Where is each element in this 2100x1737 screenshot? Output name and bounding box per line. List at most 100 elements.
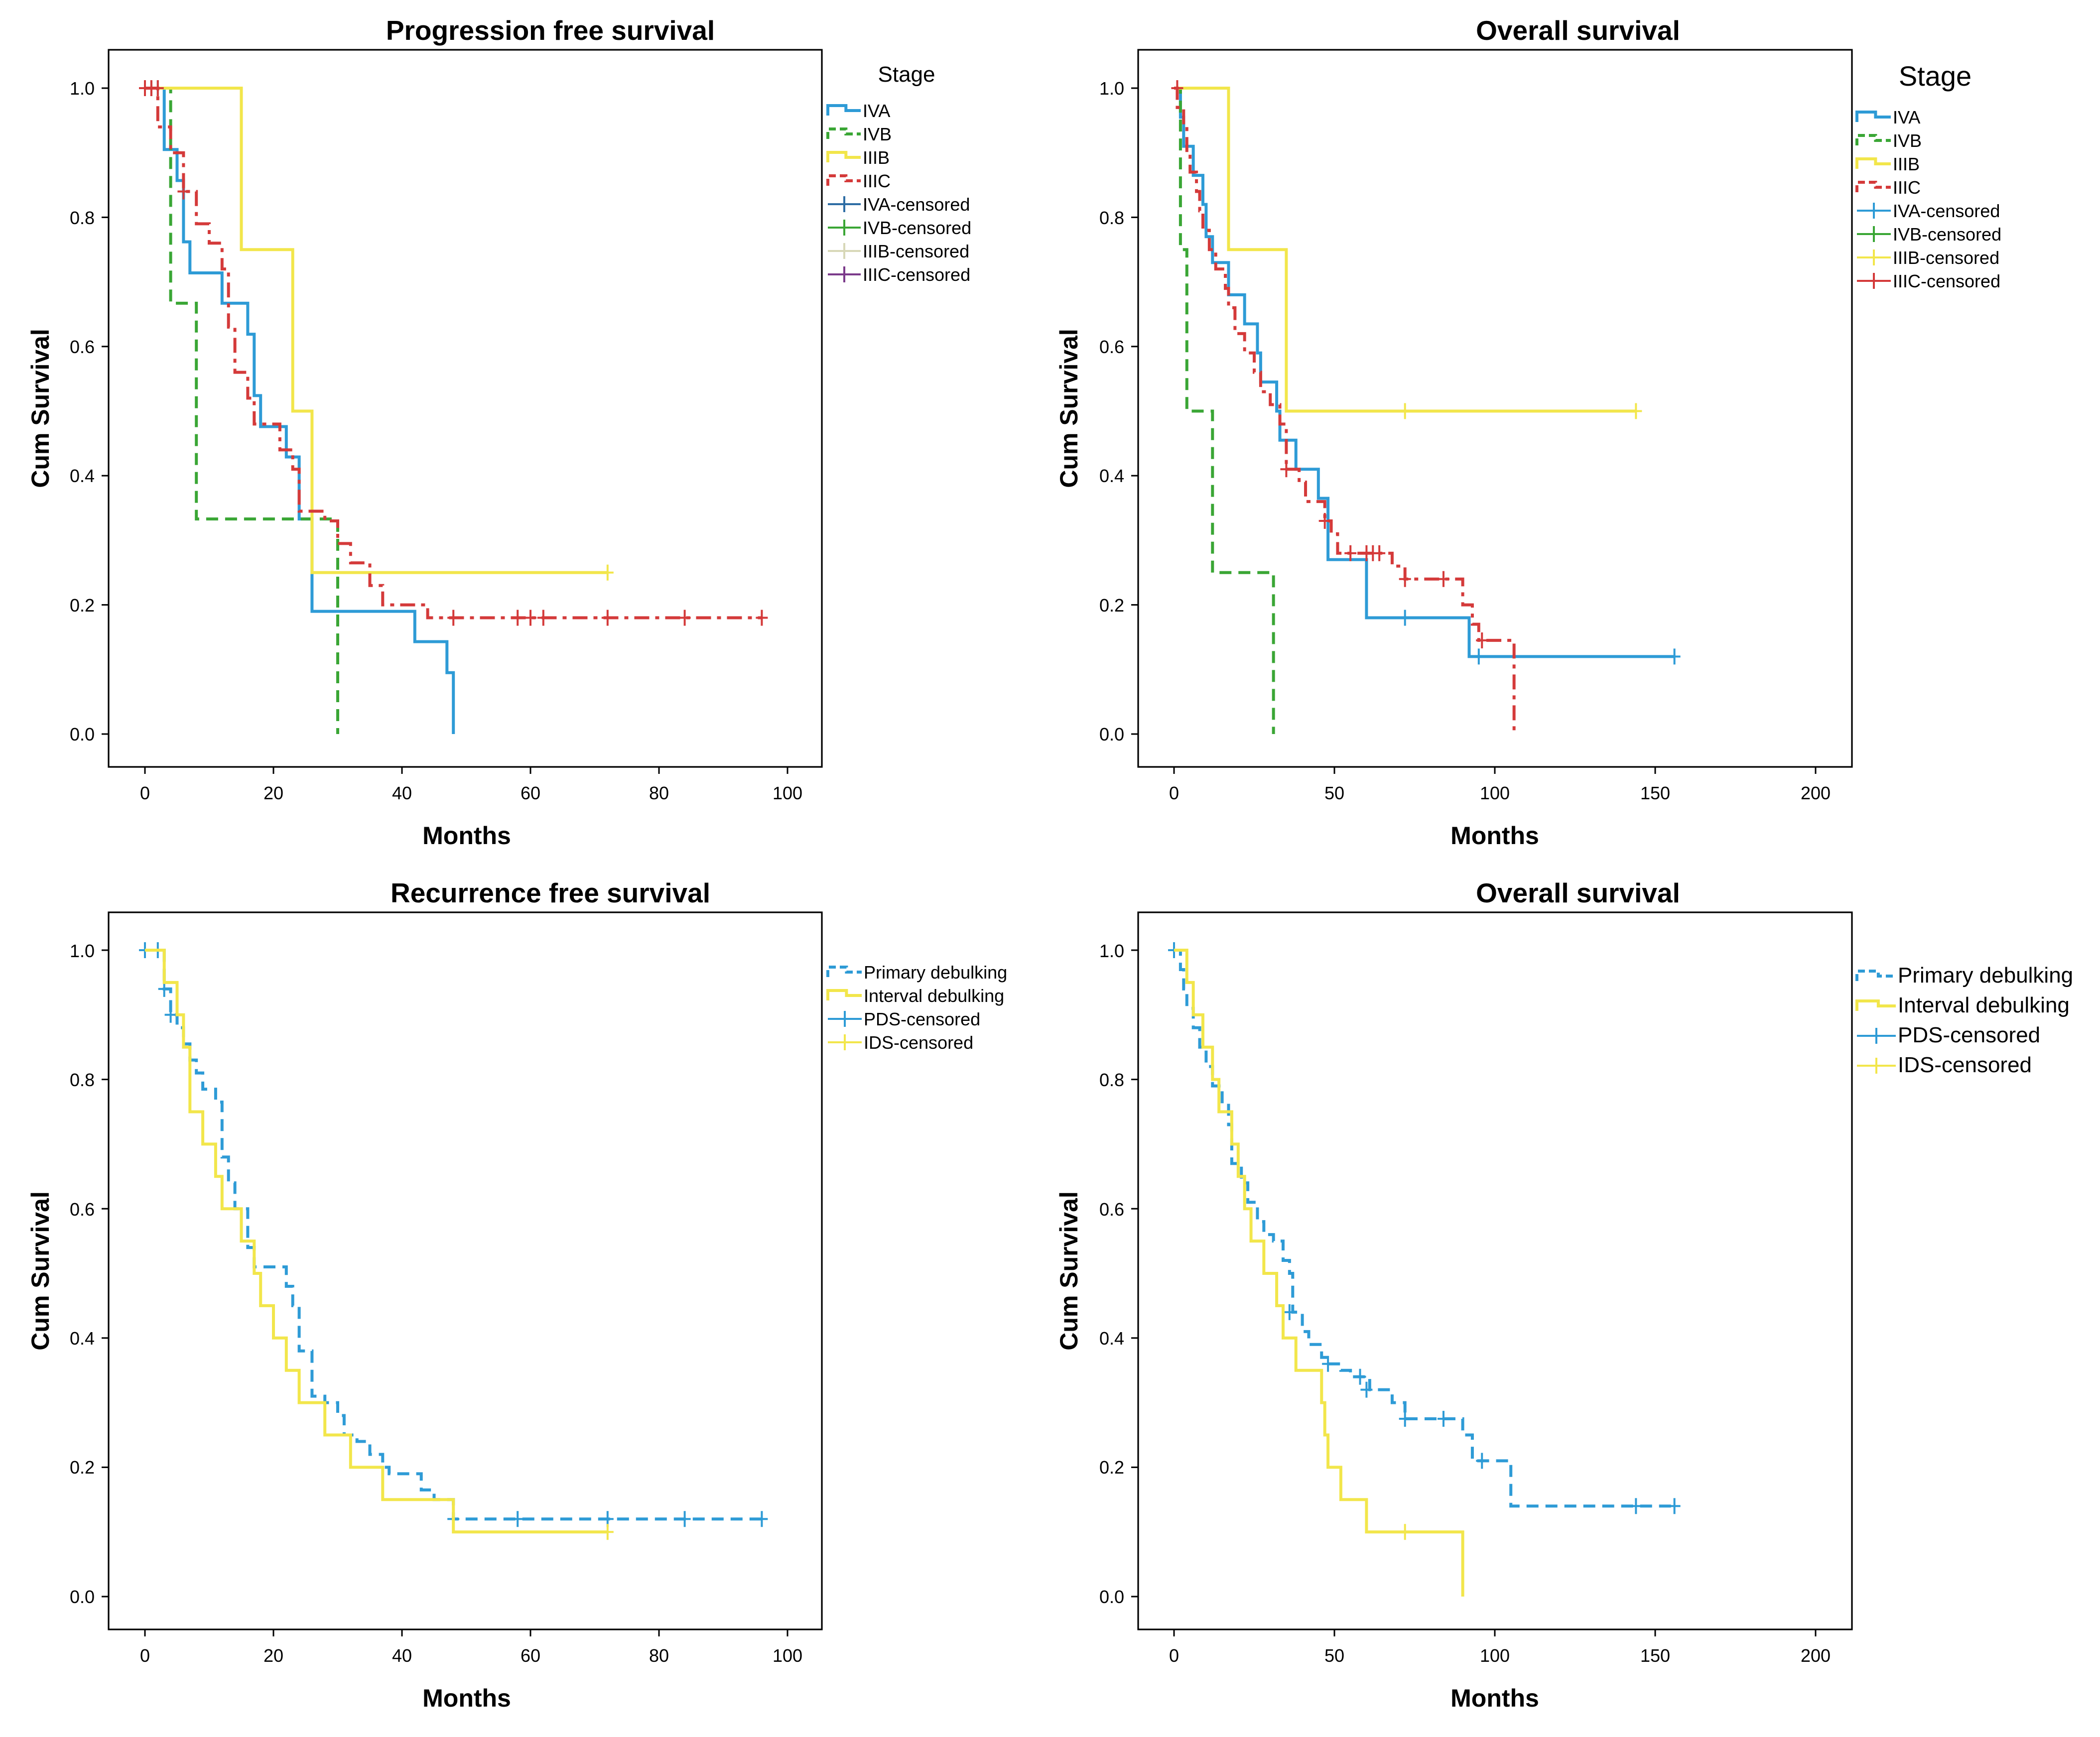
chart-title: Recurrence free survival <box>391 877 710 908</box>
y-tick-label: 0.2 <box>70 595 95 616</box>
legend-label: PDS-censored <box>864 1009 980 1029</box>
x-tick-label: 60 <box>521 783 540 803</box>
y-tick-label: 0.8 <box>1099 1070 1124 1090</box>
legend-swatch <box>1855 970 1896 981</box>
y-tick-label: 0.4 <box>1099 1328 1124 1349</box>
x-tick-label: 0 <box>140 1645 150 1666</box>
y-tick-label: 0.0 <box>70 1587 95 1607</box>
legend-items: IVA IVB IIIB IIIC IVA-censored IVB-censored II… <box>1855 107 2001 291</box>
y-axis-label: Cum Survival <box>1055 329 1083 488</box>
legend-title: Stage <box>1899 60 1971 92</box>
plot-area <box>102 942 788 1636</box>
plot-frame <box>108 49 823 768</box>
survival-curve-iiic <box>145 87 762 620</box>
survival-curve-iiic <box>1174 87 1516 734</box>
y-tick-label: 0.4 <box>1099 466 1124 486</box>
y-tick-label: 0.0 <box>70 724 95 744</box>
panel-recurrence-free-survival: Recurrence free survival 1.0 0.8 0.6 0.4… <box>26 877 1007 1712</box>
legend-label: Primary debulking <box>864 962 1007 983</box>
x-tick-label: 100 <box>1480 1645 1510 1666</box>
legend: Primary debulking Interval debulking PDS-c… <box>826 962 1007 1053</box>
chart-title: Progression free survival <box>386 15 715 46</box>
x-tick-label: 100 <box>773 783 802 803</box>
x-tick-label: 20 <box>263 783 283 803</box>
chart-title: Overall survival <box>1476 877 1680 908</box>
survival-curve-interval-debulking <box>145 949 608 1534</box>
legend-label: IIIB-censored <box>1893 248 1999 268</box>
legend: Primary debulking Interval debulking PDS-c… <box>1855 963 2073 1077</box>
x-tick-label: 150 <box>1640 783 1670 803</box>
x-tick-label: 200 <box>1801 783 1831 803</box>
legend-label: IVB <box>1893 130 1922 151</box>
x-tick-label: 0 <box>1169 783 1179 803</box>
y-tick-label: 0.0 <box>1099 724 1124 744</box>
x-tick-label: 150 <box>1640 1645 1670 1666</box>
legend-label: Interval debulking <box>864 986 1004 1006</box>
y-axis-label: Cum Survival <box>26 329 54 488</box>
x-axis-label: Months <box>422 1684 511 1712</box>
plot-area <box>1131 942 1817 1636</box>
x-tick-label: 0 <box>1169 1645 1179 1666</box>
legend-label: PDS-censored <box>1898 1023 2040 1047</box>
y-tick-label: 0.6 <box>70 337 95 357</box>
legend-label: IDS-censored <box>1898 1053 2032 1077</box>
legend-label: Interval debulking <box>1898 993 2070 1017</box>
x-axis-label: Months <box>1450 1684 1539 1712</box>
legend-label: IIIB <box>863 147 890 168</box>
y-tick-label: 0.2 <box>1099 1457 1124 1478</box>
x-tick-label: 40 <box>392 1645 412 1666</box>
plot-area <box>1131 80 1817 774</box>
x-axis-label: Months <box>422 822 511 850</box>
legend-swatch <box>826 989 862 1000</box>
plot-area <box>102 80 788 774</box>
legend-label: IVA <box>1893 107 1920 127</box>
y-tick-label: 0.8 <box>70 208 95 228</box>
legend-label: IVA <box>863 101 890 121</box>
y-tick-label: 0.6 <box>1099 337 1124 357</box>
legend-label: IIIC-censored <box>1893 271 2000 291</box>
legend-swatch <box>826 151 861 162</box>
y-tick-label: 0.4 <box>70 466 95 486</box>
plot-frame <box>108 911 823 1630</box>
x-tick-label: 40 <box>392 783 412 803</box>
y-tick-label: 1.0 <box>70 78 95 99</box>
legend-swatch <box>1855 157 1891 169</box>
survival-curve-interval-debulking <box>1174 949 1464 1597</box>
x-ticks: 0 50 100 150 200 <box>1169 1645 1831 1666</box>
x-tick-label: 50 <box>1324 1645 1344 1666</box>
y-tick-label: 0.2 <box>1099 595 1124 616</box>
y-ticks: 1.0 0.8 0.6 0.4 0.2 0.0 <box>1099 941 1124 1607</box>
survival-curve-ivb <box>1174 87 1275 734</box>
x-ticks: 0 20 40 60 80 100 <box>140 783 802 803</box>
legend: Stage IVA IVB IIIB IIIC IVA-censored IVB-cens… <box>826 62 971 285</box>
legend-label: IVB <box>863 124 892 144</box>
legend-swatch <box>1855 999 1896 1011</box>
y-ticks: 1.0 0.8 0.6 0.4 0.2 0.0 <box>70 941 95 1607</box>
x-tick-label: 100 <box>773 1645 802 1666</box>
survival-curve-iiib <box>1174 87 1636 413</box>
y-tick-label: 1.0 <box>1099 941 1124 961</box>
legend-swatch <box>826 104 861 116</box>
x-tick-label: 80 <box>649 1645 669 1666</box>
legend-label: IIIB <box>1893 154 1920 174</box>
y-axis-label: Cum Survival <box>1055 1191 1083 1351</box>
panel-progression-free-survival: Progression free survival 1.0 0.8 0.6 0.… <box>26 15 971 850</box>
y-tick-label: 0.6 <box>70 1199 95 1220</box>
y-tick-label: 1.0 <box>70 941 95 961</box>
survival-curve-iva <box>1174 87 1675 658</box>
x-axis-label: Months <box>1450 822 1539 850</box>
survival-curve-iiib <box>145 87 608 574</box>
y-tick-label: 0.8 <box>1099 208 1124 228</box>
legend-label: IIIC <box>863 171 891 191</box>
panel-overall-survival-debulking: Overall survival 1.0 0.8 0.6 0.4 0.2 0.0… <box>1055 877 2073 1712</box>
y-tick-label: 0.8 <box>70 1070 95 1090</box>
legend-items: IVA IVB IIIB IIIC IVA-censored IVB-censored II… <box>826 101 971 285</box>
y-ticks: 1.0 0.8 0.6 0.4 0.2 0.0 <box>1099 78 1124 744</box>
legend-label: IVA-censored <box>1893 201 2000 221</box>
legend-label: IDS-censored <box>864 1032 973 1053</box>
legend-label: IIIC-censored <box>863 264 970 285</box>
legend-label: IIIC <box>1893 177 1921 198</box>
legend-label: Primary debulking <box>1898 963 2073 988</box>
legend-items: Primary debulking Interval debulking PDS-c… <box>826 962 1007 1053</box>
y-tick-label: 0.6 <box>1099 1199 1124 1220</box>
